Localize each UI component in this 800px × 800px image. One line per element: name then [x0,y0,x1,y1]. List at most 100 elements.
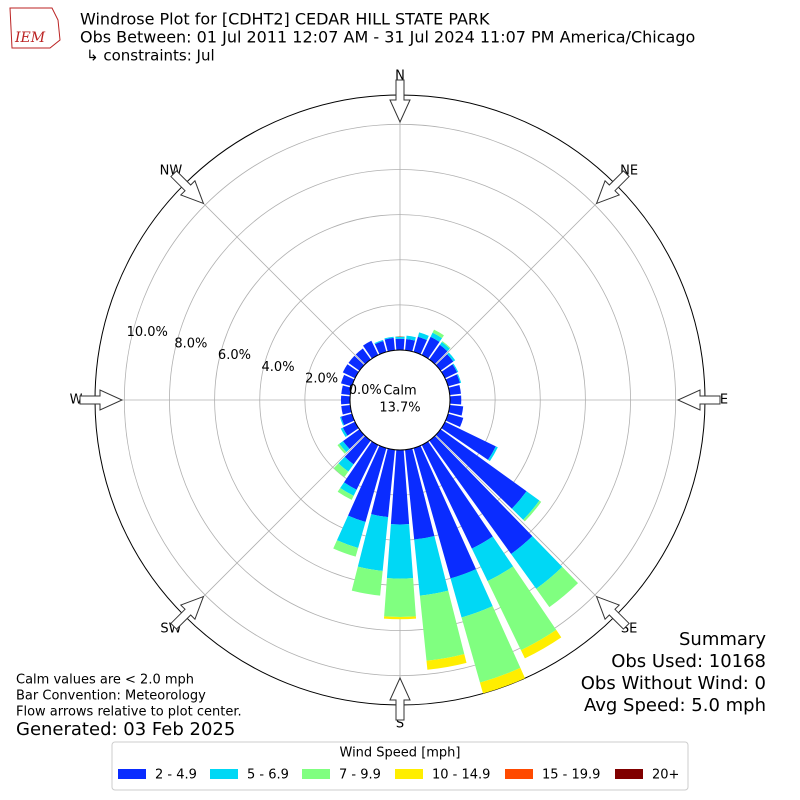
radial-tick-label: 10.0% [127,325,168,340]
legend-swatch [210,769,238,779]
bar-segment [536,566,579,608]
summary-line: Obs Used: 10168 [611,651,766,672]
bar-segment [448,384,461,395]
bar-segment [341,385,352,395]
bar-segment [511,491,540,520]
bar-segment [430,332,443,342]
bar-segment [342,364,359,379]
bar-segment [405,448,435,540]
legend-swatch [615,769,643,779]
flow-arrow-shape [595,595,630,630]
bar-segment [355,348,371,365]
flow-arrow-shape [389,79,411,124]
bar-segment [456,373,462,384]
summary-line: Obs Without Wind: 0 [581,673,766,694]
logo-text: IEM [14,30,46,46]
bar-segment [439,342,450,352]
chart-subtitle: Obs Between: 01 Jul 2011 12:07 AM - 31 J… [80,28,695,47]
bar-segment [371,448,395,518]
bar-segment [363,340,379,359]
logo: IEM [9,7,61,49]
bar-segment [419,590,465,661]
summary-line: Summary [679,629,766,650]
bar-segment [395,336,405,339]
legend-swatch [505,769,533,779]
bar-segment [384,337,395,352]
bar-segment [471,536,514,582]
flow-arrow-shape [595,170,630,205]
constraints: ↳ constraints: Jul [86,47,215,65]
calm-label: Calm [383,384,416,399]
legend-label: 5 - 6.9 [247,768,289,783]
bar-segment [449,395,462,405]
bar-segment [441,421,496,460]
flow-arrow-shape [676,389,721,411]
bar-segment [421,441,493,549]
bar-segment [339,416,345,426]
spoke [184,435,365,616]
bar-segment [447,352,456,362]
compass-label: W [70,393,83,408]
bar-segment [435,429,527,509]
flow-arrow [595,595,630,630]
bar-segment [448,405,464,416]
bar-segment [421,336,440,359]
bar-segment [413,336,427,355]
bar-segment [445,374,461,387]
bar-segment [336,515,366,548]
flow-arrow [170,170,205,205]
radial-tick-label: 2.0% [305,372,338,387]
bar-segment [445,413,464,427]
note: Calm values are < 2.0 mph [16,673,194,688]
bar-segment [341,405,352,415]
bar-segment [383,616,417,620]
generated: Generated: 03 Feb 2025 [16,719,235,740]
compass-label: E [720,393,728,408]
chart-title: Windrose Plot for [CDHT2] CEDAR HILL STA… [80,10,490,29]
bar-segment [450,569,493,618]
bar-segment [429,344,448,365]
flow-arrow-shape [79,389,124,411]
bar-segment [523,500,542,522]
bar-segment [374,341,387,355]
flow-arrow [79,389,124,411]
bar-segment [339,441,350,453]
bar-segment [374,339,384,345]
bar-segment [333,463,349,478]
bar-segment [417,332,429,340]
note: Bar Convention: Meteorology [16,689,206,704]
radial-tick-label: 8.0% [174,336,207,351]
bar-segment [395,338,405,351]
bar-segment [348,355,365,371]
bar-segment [340,482,357,496]
bar-segment [341,374,355,387]
legend-label: 15 - 19.9 [542,768,600,783]
bar-segment [406,335,416,341]
legend-box [111,741,689,791]
bar-segment [344,435,371,465]
radial-tick-label: 4.0% [262,360,295,375]
bar-segment [461,606,521,683]
bar-segment [488,446,498,462]
legend-swatch [118,769,146,779]
bar-segment [341,413,355,426]
bar-segment [413,445,476,579]
spoke [435,435,616,616]
legend-label: 7 - 9.9 [339,768,381,783]
flow-arrow [389,79,411,124]
calm-circle [349,349,451,451]
bar-segment [405,339,416,352]
note: Flow arrows relative to plot center. [16,705,242,720]
bar-segment [426,654,467,670]
radial-tick-label: 6.0% [218,348,251,363]
flow-arrow-shape [170,170,205,205]
bar-segment [333,540,359,557]
bar-segment [487,566,557,651]
bar-segment [348,445,387,522]
bar-segment [441,341,451,349]
bar-segment [340,395,351,405]
bar-segment [435,354,454,371]
bar-segment [342,421,359,436]
bar-segment [479,667,526,694]
